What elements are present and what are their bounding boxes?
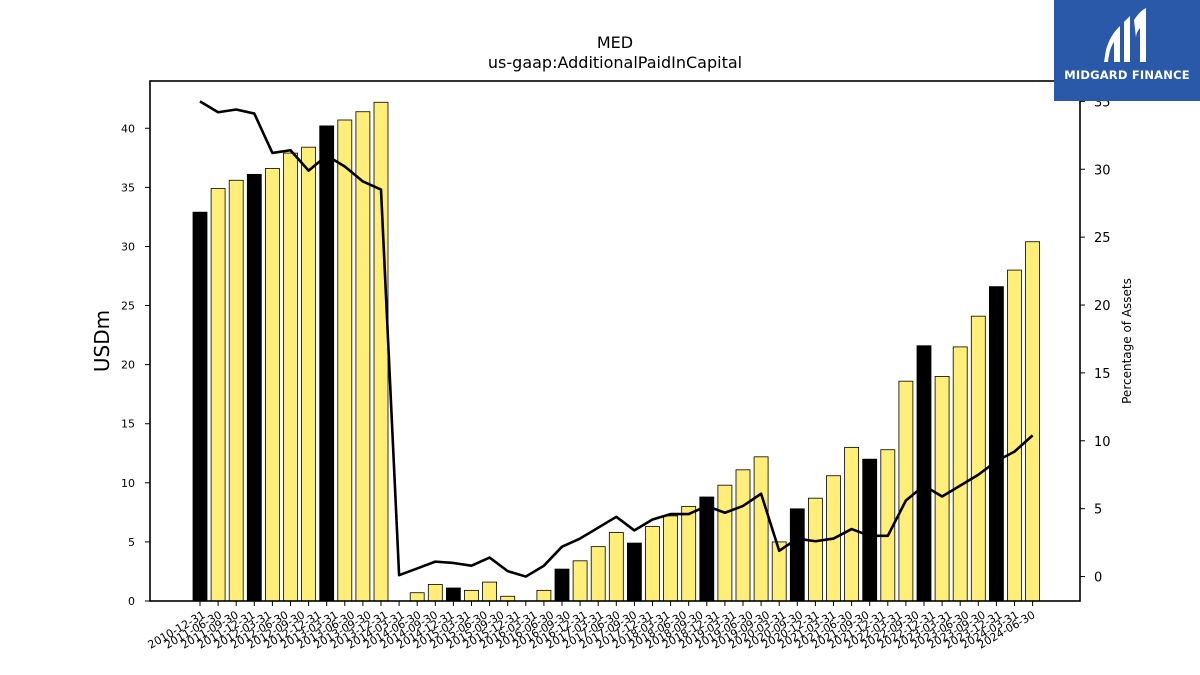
bar: [482, 581, 498, 602]
y-tick-label: 15: [121, 418, 135, 431]
bar: [590, 546, 606, 602]
bar: [228, 179, 244, 602]
y-tick-label: 35: [121, 181, 135, 194]
line-series: [199, 100, 1034, 578]
bar: [355, 111, 371, 602]
percentage-of-assets-line: [199, 100, 1034, 578]
bar: [699, 496, 715, 602]
y-axis-label: USDm: [90, 310, 114, 372]
y-tick-label: 5: [128, 536, 135, 549]
bar: [735, 469, 751, 602]
chart-title: MED: [597, 33, 633, 52]
y-tick-label: 0: [128, 595, 135, 608]
bar: [717, 484, 733, 602]
bar: [808, 497, 823, 602]
y2-tick-label: 25: [1094, 231, 1111, 246]
bar: [681, 506, 697, 602]
bar: [464, 589, 479, 602]
y2-tick-label: 5: [1094, 503, 1102, 518]
y-tick-label: 30: [121, 240, 135, 253]
bar: [409, 592, 425, 602]
bar: [1025, 241, 1040, 602]
bar: [916, 345, 932, 602]
brand-logo: MIDGARD FINANCE: [1054, 0, 1200, 101]
bar-series: [192, 101, 1040, 602]
y2-tick-label: 10: [1094, 435, 1111, 450]
bar: [663, 515, 678, 602]
bar: [373, 101, 389, 602]
bar: [210, 188, 226, 602]
bar: [989, 286, 1004, 602]
y-axis: 0 5 10 15 20 25 30 35 40: [121, 122, 150, 608]
bar: [608, 532, 624, 602]
bar: [192, 211, 208, 602]
bar: [445, 587, 461, 602]
logo-text: MIDGARD FINANCE: [1064, 68, 1190, 82]
bar: [319, 125, 335, 602]
y-tick-label: 20: [121, 359, 135, 372]
bar: [645, 526, 660, 602]
y2-tick-label: 0: [1094, 571, 1102, 586]
bar: [753, 456, 769, 602]
bar: [934, 376, 950, 602]
midgard-logo-icon: [1104, 8, 1146, 62]
bar: [337, 119, 353, 602]
bar: [952, 346, 968, 602]
plot-frame: [149, 80, 1081, 602]
y-tick-label: 25: [121, 300, 135, 313]
bar: [536, 589, 552, 602]
bar: [427, 584, 443, 602]
bar: [283, 152, 298, 602]
y2-tick-label: 30: [1094, 163, 1111, 178]
bar: [572, 560, 588, 602]
bar: [862, 458, 878, 602]
y-tick-label: 40: [121, 122, 135, 135]
y-tick-label: 10: [121, 477, 135, 490]
bar: [264, 168, 280, 602]
y2-tick-label: 15: [1094, 367, 1111, 382]
bar: [844, 446, 859, 602]
secondary-y-axis-label: Percentage of Assets: [1120, 278, 1134, 404]
bar: [627, 542, 642, 602]
chart-subtitle: us-gaap:AdditionalPaidInCapital: [488, 53, 742, 72]
x-axis: 2010-12-312011-06-302011-09-302011-12-31…: [146, 601, 1038, 652]
bar: [1007, 269, 1022, 602]
bar: [301, 146, 317, 602]
bar: [898, 380, 914, 602]
bar: [789, 508, 805, 602]
y2-tick-label: 20: [1094, 299, 1111, 314]
bar: [970, 315, 986, 602]
bar: [554, 568, 570, 602]
bar: [246, 173, 262, 602]
